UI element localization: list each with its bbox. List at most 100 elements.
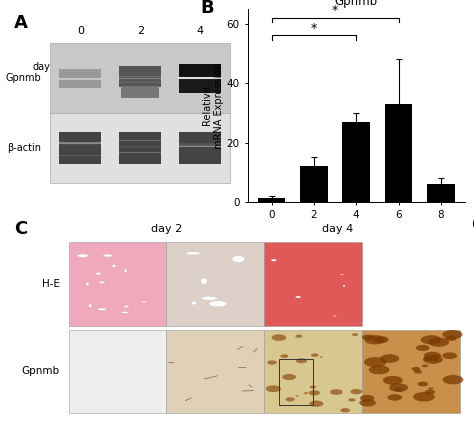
Circle shape	[272, 334, 286, 341]
Bar	[69, 242, 166, 326]
Ellipse shape	[232, 256, 245, 263]
Circle shape	[418, 381, 428, 386]
Circle shape	[387, 394, 402, 401]
Circle shape	[340, 408, 350, 412]
Circle shape	[310, 401, 323, 407]
Circle shape	[350, 389, 362, 395]
Bar	[119, 66, 161, 87]
Circle shape	[267, 360, 277, 365]
Y-axis label: Relative
mRNA Expression: Relative mRNA Expression	[202, 62, 224, 148]
Bar	[179, 132, 221, 164]
Bar	[279, 359, 313, 404]
Circle shape	[285, 397, 295, 401]
Text: Gpnmb: Gpnmb	[21, 366, 60, 376]
Text: B: B	[201, 0, 214, 17]
Ellipse shape	[191, 301, 196, 305]
Ellipse shape	[124, 269, 127, 273]
Bar	[343, 122, 370, 202]
Text: Gpnmb: Gpnmb	[6, 73, 41, 83]
Ellipse shape	[99, 282, 105, 283]
Text: H-E: H-E	[42, 279, 60, 289]
Bar	[59, 69, 101, 88]
Circle shape	[320, 356, 323, 358]
Circle shape	[421, 335, 441, 345]
Text: β-actin: β-actin	[7, 143, 41, 153]
Circle shape	[352, 333, 358, 336]
Circle shape	[362, 335, 374, 340]
Circle shape	[369, 365, 389, 375]
Circle shape	[348, 398, 356, 401]
Ellipse shape	[343, 285, 345, 287]
Circle shape	[296, 395, 299, 397]
Bar	[264, 242, 362, 326]
Bar	[50, 43, 230, 113]
Circle shape	[295, 335, 302, 338]
Bar	[179, 64, 221, 77]
Ellipse shape	[209, 301, 227, 307]
Circle shape	[359, 399, 376, 407]
Ellipse shape	[98, 308, 106, 310]
Circle shape	[310, 385, 316, 388]
Circle shape	[330, 389, 343, 395]
Circle shape	[280, 354, 288, 358]
Circle shape	[424, 352, 441, 359]
Ellipse shape	[142, 301, 146, 303]
Circle shape	[433, 358, 439, 362]
Circle shape	[425, 390, 435, 395]
Ellipse shape	[77, 254, 89, 257]
Circle shape	[380, 354, 399, 363]
Bar	[179, 79, 221, 93]
Bar	[166, 242, 264, 326]
Circle shape	[389, 383, 408, 392]
Ellipse shape	[295, 296, 301, 298]
Text: day 4: day 4	[322, 224, 353, 234]
Ellipse shape	[86, 283, 89, 286]
Bar	[258, 197, 285, 202]
Text: (day): (day)	[472, 219, 474, 229]
Circle shape	[360, 395, 374, 401]
Text: day 2: day 2	[151, 224, 182, 234]
Bar	[119, 132, 161, 164]
Circle shape	[443, 375, 464, 385]
Ellipse shape	[186, 252, 201, 255]
Text: C: C	[14, 220, 27, 238]
Circle shape	[414, 370, 422, 374]
Circle shape	[446, 336, 457, 341]
Title: Gpnmb: Gpnmb	[335, 0, 378, 7]
Bar	[50, 113, 230, 183]
Ellipse shape	[112, 265, 116, 267]
Circle shape	[365, 335, 385, 345]
Text: 4: 4	[197, 26, 204, 36]
Circle shape	[423, 355, 443, 364]
Bar	[264, 329, 362, 413]
Bar	[427, 184, 455, 202]
Ellipse shape	[89, 304, 91, 307]
Text: *: *	[332, 4, 338, 17]
Ellipse shape	[103, 254, 112, 257]
Text: *: *	[311, 22, 317, 35]
Circle shape	[395, 388, 404, 392]
Circle shape	[296, 358, 307, 363]
Bar	[362, 329, 460, 413]
Circle shape	[428, 338, 449, 347]
Bar	[166, 329, 264, 413]
Ellipse shape	[121, 312, 129, 313]
Ellipse shape	[96, 273, 101, 275]
Ellipse shape	[271, 259, 276, 261]
Ellipse shape	[340, 274, 344, 275]
Circle shape	[422, 365, 428, 367]
Text: A: A	[14, 14, 28, 33]
Text: 2: 2	[137, 26, 144, 36]
Bar	[121, 86, 159, 98]
Circle shape	[266, 385, 281, 392]
Text: 0: 0	[77, 26, 84, 36]
Circle shape	[304, 392, 308, 394]
Circle shape	[424, 357, 432, 361]
Bar	[59, 132, 101, 164]
Circle shape	[311, 353, 319, 357]
Ellipse shape	[201, 278, 207, 284]
Circle shape	[309, 390, 320, 395]
Circle shape	[383, 376, 403, 385]
Text: day: day	[32, 62, 50, 72]
Bar	[300, 166, 328, 202]
